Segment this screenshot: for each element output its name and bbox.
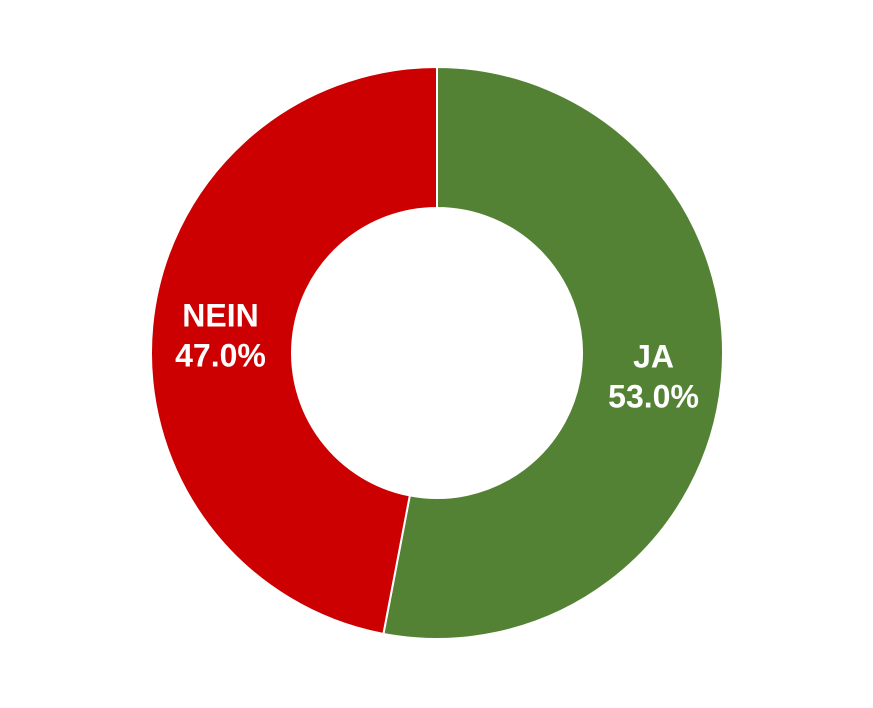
slice-ja (382, 65, 724, 640)
slice-label-nein: NEIN (182, 298, 258, 334)
slice-value-ja: 53.0% (608, 378, 699, 414)
slice-label-ja: JA (633, 338, 674, 374)
slices-group (150, 65, 724, 640)
slice-value-nein: 47.0% (175, 338, 266, 374)
labels-group: JA 53.0% NEIN 47.0% (175, 298, 699, 415)
slice-nein (150, 65, 438, 636)
